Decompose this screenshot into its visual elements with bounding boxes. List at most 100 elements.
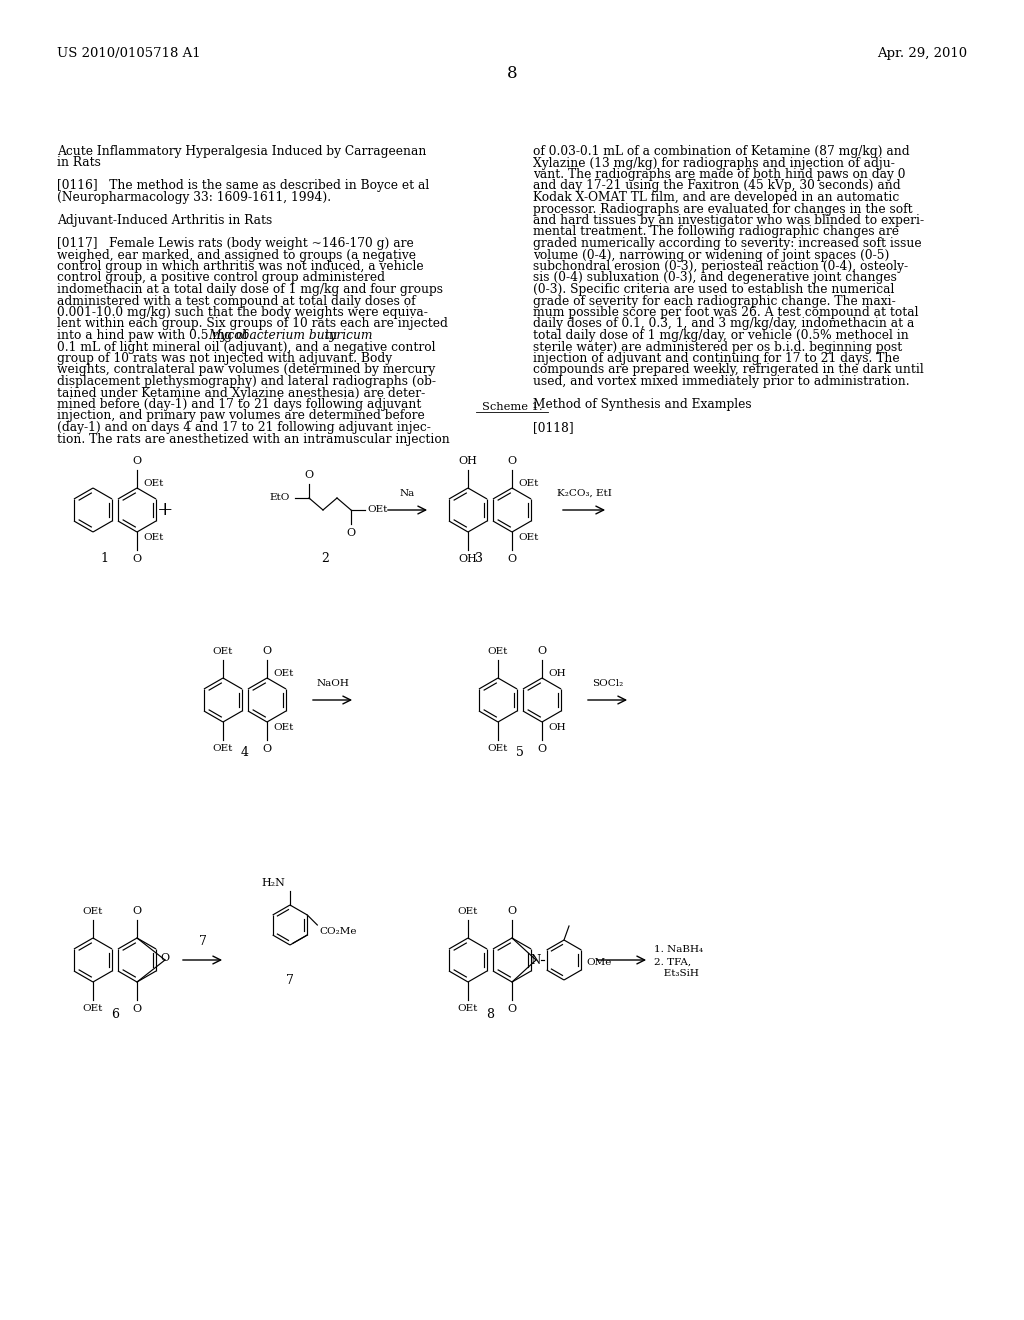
- Text: OEt: OEt: [83, 1005, 103, 1012]
- Text: weights, contralateral paw volumes (determined by mercury: weights, contralateral paw volumes (dete…: [57, 363, 435, 376]
- Text: OEt: OEt: [518, 479, 539, 487]
- Text: 8: 8: [486, 1008, 494, 1022]
- Text: volume (0-4), narrowing or widening of joint spaces (0-5): volume (0-4), narrowing or widening of j…: [534, 248, 890, 261]
- Text: Mycobacterium butyricum: Mycobacterium butyricum: [208, 329, 373, 342]
- Text: group of 10 rats was not injected with adjuvant. Body: group of 10 rats was not injected with a…: [57, 352, 392, 366]
- Text: 4: 4: [241, 746, 249, 759]
- Text: SOCl₂: SOCl₂: [592, 678, 624, 688]
- Text: weighed, ear marked, and assigned to groups (a negative: weighed, ear marked, and assigned to gro…: [57, 248, 416, 261]
- Text: in: in: [321, 329, 337, 342]
- Text: OEt: OEt: [458, 1005, 478, 1012]
- Text: sterile water) are administered per os b.i.d. beginning post: sterile water) are administered per os b…: [534, 341, 902, 354]
- Text: and hard tissues by an investigator who was blinded to experi-: and hard tissues by an investigator who …: [534, 214, 924, 227]
- Text: of 0.03-0.1 mL of a combination of Ketamine (87 mg/kg) and: of 0.03-0.1 mL of a combination of Ketam…: [534, 145, 909, 158]
- Text: in Rats: in Rats: [57, 157, 101, 169]
- Text: control group in which arthritis was not induced, a vehicle: control group in which arthritis was not…: [57, 260, 424, 273]
- Text: O: O: [508, 455, 516, 466]
- Text: 2. TFA,: 2. TFA,: [654, 957, 691, 966]
- Text: [0116]   The method is the same as described in Boyce et al: [0116] The method is the same as describ…: [57, 180, 429, 193]
- Text: control group, a positive control group administered: control group, a positive control group …: [57, 272, 385, 285]
- Text: Adjuvant-Induced Arthritis in Rats: Adjuvant-Induced Arthritis in Rats: [57, 214, 272, 227]
- Text: +: +: [157, 502, 173, 519]
- Text: OH: OH: [548, 722, 565, 731]
- Text: compounds are prepared weekly, refrigerated in the dark until: compounds are prepared weekly, refrigera…: [534, 363, 924, 376]
- Text: O: O: [132, 906, 141, 916]
- Text: (day-1) and on days 4 and 17 to 21 following adjuvant injec-: (day-1) and on days 4 and 17 to 21 follo…: [57, 421, 431, 434]
- Text: OEt: OEt: [518, 532, 539, 541]
- Text: O: O: [132, 455, 141, 466]
- Text: N: N: [530, 953, 541, 966]
- Text: sis (0-4) subluxation (0-3), and degenerative joint changes: sis (0-4) subluxation (0-3), and degener…: [534, 272, 897, 285]
- Text: O: O: [161, 953, 170, 964]
- Text: used, and vortex mixed immediately prior to administration.: used, and vortex mixed immediately prior…: [534, 375, 909, 388]
- Text: indomethacin at a total daily dose of 1 mg/kg and four groups: indomethacin at a total daily dose of 1 …: [57, 282, 443, 296]
- Text: mum possible score per foot was 26. A test compound at total: mum possible score per foot was 26. A te…: [534, 306, 919, 319]
- Text: O: O: [304, 470, 313, 480]
- Text: EtO: EtO: [269, 494, 290, 503]
- Text: Xylazine (13 mg/kg) for radiographs and injection of adju-: Xylazine (13 mg/kg) for radiographs and …: [534, 157, 895, 169]
- Text: O: O: [262, 744, 271, 754]
- Text: graded numerically according to severity: increased soft issue: graded numerically according to severity…: [534, 238, 922, 249]
- Text: mined before (day-1) and 17 to 21 days following adjuvant: mined before (day-1) and 17 to 21 days f…: [57, 399, 421, 411]
- Text: OEt: OEt: [143, 532, 164, 541]
- Text: OMe: OMe: [587, 958, 611, 968]
- Text: O: O: [508, 554, 516, 564]
- Text: Scheme 1.: Scheme 1.: [481, 403, 543, 412]
- Text: 3: 3: [475, 552, 483, 565]
- Text: 6: 6: [111, 1008, 119, 1022]
- Text: NaOH: NaOH: [316, 678, 349, 688]
- Text: OH: OH: [548, 668, 565, 677]
- Text: OEt: OEt: [213, 647, 233, 656]
- Text: 7: 7: [286, 974, 294, 986]
- Text: O: O: [508, 1005, 516, 1014]
- Text: Apr. 29, 2010: Apr. 29, 2010: [877, 48, 967, 59]
- Text: lent within each group. Six groups of 10 rats each are injected: lent within each group. Six groups of 10…: [57, 318, 447, 330]
- Text: displacement plethysmography) and lateral radiographs (ob-: displacement plethysmography) and latera…: [57, 375, 436, 388]
- Text: daily doses of 0.1, 0.3, 1, and 3 mg/kg/day, indomethacin at a: daily doses of 0.1, 0.3, 1, and 3 mg/kg/…: [534, 318, 914, 330]
- Text: CO₂Me: CO₂Me: [319, 927, 356, 936]
- Text: O: O: [132, 554, 141, 564]
- Text: tion. The rats are anesthetized with an intramuscular injection: tion. The rats are anesthetized with an …: [57, 433, 450, 446]
- Text: OEt: OEt: [83, 907, 103, 916]
- Text: OEt: OEt: [487, 744, 508, 752]
- Text: 0.001-10.0 mg/kg) such that the body weights were equiva-: 0.001-10.0 mg/kg) such that the body wei…: [57, 306, 428, 319]
- Text: Method of Synthesis and Examples: Method of Synthesis and Examples: [534, 399, 752, 411]
- Text: 8: 8: [507, 65, 517, 82]
- Text: OEt: OEt: [273, 668, 293, 677]
- Text: into a hind paw with 0.5 mg of: into a hind paw with 0.5 mg of: [57, 329, 252, 342]
- Text: mental treatment. The following radiographic changes are: mental treatment. The following radiogra…: [534, 226, 899, 239]
- Text: total daily dose of 1 mg/kg/day, or vehicle (0.5% methocel in: total daily dose of 1 mg/kg/day, or vehi…: [534, 329, 908, 342]
- Text: OH: OH: [459, 455, 477, 466]
- Text: 1: 1: [100, 552, 108, 565]
- Text: tained under Ketamine and Xylazine anesthesia) are deter-: tained under Ketamine and Xylazine anest…: [57, 387, 425, 400]
- Text: O: O: [132, 1005, 141, 1014]
- Text: subchondral erosion (0-3), periosteal reaction (0-4), osteoly-: subchondral erosion (0-3), periosteal re…: [534, 260, 908, 273]
- Text: 5: 5: [516, 746, 524, 759]
- Text: O: O: [346, 528, 355, 539]
- Text: O: O: [508, 906, 516, 916]
- Text: OEt: OEt: [143, 479, 164, 487]
- Text: O: O: [538, 645, 547, 656]
- Text: O: O: [538, 744, 547, 754]
- Text: injection of adjuvant and continuing for 17 to 21 days. The: injection of adjuvant and continuing for…: [534, 352, 900, 366]
- Text: O: O: [262, 645, 271, 656]
- Text: K₂CO₃, EtI: K₂CO₃, EtI: [557, 488, 611, 498]
- Text: Acute Inflammatory Hyperalgesia Induced by Carrageenan: Acute Inflammatory Hyperalgesia Induced …: [57, 145, 426, 158]
- Text: and day 17-21 using the Faxitron (45 kVp, 30 seconds) and: and day 17-21 using the Faxitron (45 kVp…: [534, 180, 901, 193]
- Text: [0117]   Female Lewis rats (body weight ~146-170 g) are: [0117] Female Lewis rats (body weight ~1…: [57, 238, 414, 249]
- Text: 7: 7: [199, 935, 207, 948]
- Text: (Neuropharmacology 33: 1609-1611, 1994).: (Neuropharmacology 33: 1609-1611, 1994).: [57, 191, 331, 205]
- Text: grade of severity for each radiographic change. The maxi-: grade of severity for each radiographic …: [534, 294, 896, 308]
- Text: OEt: OEt: [458, 907, 478, 916]
- Text: [0118]: [0118]: [534, 421, 573, 434]
- Text: (0-3). Specific criteria are used to establish the numerical: (0-3). Specific criteria are used to est…: [534, 282, 894, 296]
- Text: OEt: OEt: [273, 722, 293, 731]
- Text: Kodak X-OMAT TL film, and are developed in an automatic: Kodak X-OMAT TL film, and are developed …: [534, 191, 899, 205]
- Text: OEt: OEt: [367, 506, 387, 515]
- Text: 2: 2: [322, 552, 329, 565]
- Text: 1. NaBH₄: 1. NaBH₄: [654, 945, 703, 954]
- Text: Et₃SiH: Et₃SiH: [654, 969, 698, 978]
- Text: OEt: OEt: [487, 647, 508, 656]
- Text: administered with a test compound at total daily doses of: administered with a test compound at tot…: [57, 294, 416, 308]
- Text: Na: Na: [400, 488, 415, 498]
